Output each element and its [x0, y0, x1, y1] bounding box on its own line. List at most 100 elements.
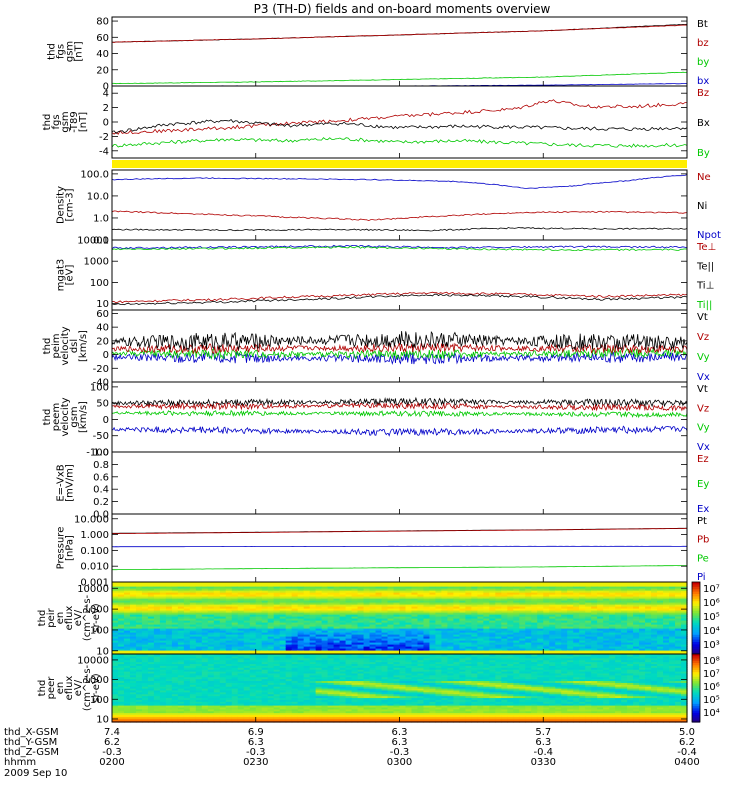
y-tick-label: 0 [103, 82, 109, 93]
x-axis-labels: 7.46.2-0.302006.96.3-0.302306.36.3-0.303… [4, 727, 700, 779]
y-tick-label: 0.1 [93, 236, 109, 247]
panel-frame [111, 381, 688, 453]
series-fgs-bz [111, 24, 688, 43]
y-tick-label: -40 [93, 378, 109, 389]
x-tick-label: 5.0 [679, 727, 695, 738]
svg-text:E=-VxB: E=-VxB [56, 464, 67, 501]
x-tick-label: -0.3 [102, 747, 122, 758]
y-tick-label: -20 [93, 364, 109, 375]
x-tick-label: 5.7 [535, 727, 551, 738]
y-tick-label: 0.010 [80, 562, 109, 573]
svg-text:fgs: fgs [56, 44, 67, 59]
svg-text:[cm-3]: [cm-3] [65, 188, 76, 221]
y-tick-label: 1000 [84, 257, 109, 268]
data-gap-band [112, 160, 687, 168]
series-fgs-Bt [111, 23, 688, 43]
legend-fgs_dtr: Bz Bx By [697, 88, 710, 159]
series-peem_vel-Vz [111, 401, 688, 412]
svg-text:[nT]: [nT] [78, 112, 89, 132]
plot-title: P3 (TH-D) fields and on-board moments ov… [254, 2, 551, 16]
svg-text:Pressure: Pressure [56, 527, 67, 570]
y-ticks-peer: 10 100 1000 10000 [77, 655, 687, 726]
svg-text:[mV/m]: [mV/m] [65, 464, 76, 502]
svg-text:[nPa]: [nPa] [65, 535, 76, 561]
legend-temps: Te⊥ Te|| Ti⊥ Ti|| [696, 242, 716, 311]
svg-text:velocity: velocity [60, 397, 71, 436]
svg-text:peim: peim [51, 333, 62, 358]
x-tick-label: 6.3 [392, 737, 408, 748]
y-tick-label: 0 [103, 350, 109, 361]
spectrogram-peir [112, 582, 688, 655]
series-temps-Ti|| [111, 245, 688, 252]
colorbar-tick-label: 10⁸ [703, 656, 720, 667]
panel-temps: Te⊥ Te|| Ti⊥ Ti|| 10 100 1000 10000 mgat3[eV] [56, 236, 717, 312]
y-tick-label: 100 [90, 625, 109, 636]
series-pressure-Pe [112, 565, 687, 571]
svg-text:thd: thd [47, 43, 58, 60]
legend-item-Te||: Te|| [696, 261, 714, 272]
legend-item-Vx: Vx [697, 372, 710, 383]
legend-item-by: by [697, 57, 709, 68]
y-tick-label: 100 [90, 695, 109, 706]
svg-text:fgs: fgs [51, 114, 62, 129]
svg-text:thd: thd [42, 409, 53, 426]
y-tick-label: 40 [96, 323, 109, 334]
y-tick-label: -100 [86, 448, 109, 459]
panel-peir: 10⁷10⁶10⁵10⁴10³10100100010000thdpeirenef… [37, 581, 720, 657]
y-ticks-fgs: 0 20 40 60 80 [96, 17, 687, 93]
panel-pressure: Pt Pb Pe Pi 0.001 0.010 0.100 1.000 10.000 Pressu… [56, 513, 709, 589]
y-tick-label: 0 [103, 415, 109, 426]
y-tick-label: 1.0 [93, 448, 109, 459]
svg-text:gsm: gsm [65, 41, 76, 62]
legend-item-Ti||: Ti|| [696, 300, 712, 311]
panels: Btbzbybx020406080thdfgsgsm[nT]BzBxBy-4-2… [37, 16, 721, 726]
legend-item-Vz: Vz [697, 332, 709, 343]
legend-item-bz: bz [697, 38, 709, 49]
x-row-label: thd_Y-GSM [4, 737, 57, 748]
y-tick-label: 10000 [77, 584, 109, 595]
y-tick-label: 10000 [77, 236, 109, 247]
legend-peem_vel: Vt Vz Vy Vx [697, 384, 710, 453]
panel-peer: 10⁸ 10⁷ 10⁶ 10⁵ 10⁴ 10 100 1000 10000thdpeerenef… [37, 653, 720, 726]
svg-text:gsm: gsm [69, 406, 80, 427]
legend-item-Bz: Bz [697, 88, 709, 99]
y-tick-label: 10 [96, 715, 109, 726]
y-tick-label: 40 [96, 49, 109, 60]
y-tick-label: 1000 [84, 675, 109, 686]
y-axis-label-efield: E=-VxB[mV/m] [56, 464, 76, 502]
series-temps-Ti⊥ [111, 244, 688, 250]
svg-text:Density: Density [56, 186, 67, 224]
series-peem_vel-Vx [112, 425, 688, 437]
legend-item-Pe: Pe [697, 553, 709, 564]
legend-item-Ti⊥: Ti⊥ [696, 281, 714, 292]
svg-text:[km/s]: [km/s] [78, 401, 89, 433]
y-axis-label-pressure: Pressure[nPa] [56, 527, 76, 570]
series-peem_vel-Vt [111, 396, 688, 408]
y-tick-label: 0.001 [80, 578, 109, 589]
legend-fgs: Bt bz by bx [697, 19, 709, 87]
series-fgs_dtr-By [111, 137, 688, 148]
svg-text:en: en [55, 612, 66, 625]
legend-item-Vy: Vy [697, 423, 710, 434]
y-tick-label: 0 [103, 118, 109, 129]
spectrogram-peer [112, 654, 688, 723]
x-tick-label: 6.2 [679, 737, 695, 748]
x-tick-label: 0400 [674, 757, 699, 768]
y-tick-label: 10 [96, 646, 109, 657]
series-pressure-Pi [111, 545, 687, 548]
svg-text:dsl: dsl [69, 339, 80, 353]
legend-item-Te⊥: Te⊥ [696, 242, 716, 253]
y-tick-label: 100 [90, 382, 109, 393]
y-tick-label: 0.6 [93, 472, 109, 483]
legend-item-Vt: Vt [697, 384, 708, 395]
svg-text:[km/s]: [km/s] [78, 330, 89, 362]
panel-frame [111, 513, 688, 583]
y-tick-label: -4 [99, 146, 109, 157]
colorbar-tick-label: 10⁴ [703, 708, 720, 719]
y-ticks-temps: 10 100 1000 10000 [77, 236, 687, 310]
panel-frame [111, 451, 688, 515]
